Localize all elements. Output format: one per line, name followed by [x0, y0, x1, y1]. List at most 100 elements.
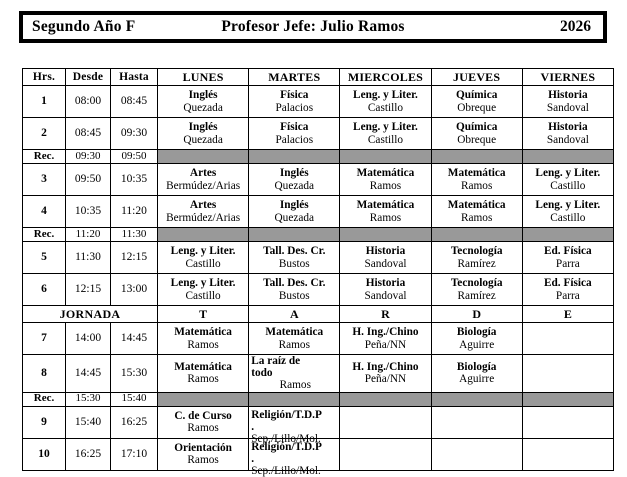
lesson-cell[interactable]: Orientación Ramos	[156, 437, 250, 471]
recess-block	[430, 149, 523, 164]
teacher-name: Peña/NN	[364, 338, 407, 351]
lesson-cell[interactable]: La raíz de todo Ramos	[248, 354, 341, 393]
recess-block	[521, 391, 614, 407]
lesson-cell[interactable]: Química Obreque	[430, 85, 523, 118]
lesson-cell[interactable]: Inglés Quezada	[156, 117, 250, 150]
teacher-name: Castillo	[185, 257, 221, 270]
lesson-cell[interactable]: Matemática Ramos	[339, 163, 432, 196]
lesson-number: 6	[22, 273, 66, 306]
lesson-cell[interactable]: Religión/T.D.P. Sep./Lillo/Mol.	[248, 405, 341, 445]
subject-name: Leng. y Liter.	[353, 121, 418, 134]
lesson-cell[interactable]: Tall. Des. Cr. Bustos	[248, 241, 341, 274]
recess-label: Rec.	[22, 149, 66, 164]
subject-name: Tall. Des. Cr.	[263, 245, 326, 258]
lesson-number: 10	[22, 437, 66, 471]
col-header-lunes: LUNES	[156, 68, 250, 86]
lesson-time-from: 12:15	[65, 273, 111, 306]
subject-name: Historia	[365, 277, 406, 290]
lesson-cell[interactable]: Matemática Ramos	[248, 322, 341, 355]
teacher-name: Ramos	[460, 211, 493, 224]
lesson-time-to: 09:30	[110, 117, 158, 150]
lesson-cell[interactable]	[521, 437, 614, 471]
lesson-cell[interactable]: Artes Bermúdez/Arias	[156, 163, 250, 196]
lesson-time-to: 15:30	[110, 354, 158, 393]
lesson-cell[interactable]	[339, 405, 432, 439]
lesson-cell[interactable]: Matemática Ramos	[156, 354, 250, 393]
lesson-cell[interactable]: C. de Curso Ramos	[156, 405, 250, 439]
lesson-cell[interactable]: H. Ing./Chino Peña/NN	[339, 354, 432, 393]
teacher-name: Ramírez	[457, 289, 496, 302]
lesson-cell[interactable]: Leng. y Liter. Castillo	[521, 163, 614, 196]
teacher-name: Sep./Lillo/Mol.	[251, 464, 321, 477]
lesson-cell[interactable]: Matemática Ramos	[430, 195, 523, 228]
lesson-cell[interactable]: Física Palacios	[248, 85, 341, 118]
lesson-cell[interactable]: Tecnología Ramírez	[430, 241, 523, 274]
lesson-cell[interactable]: Historia Sandoval	[521, 117, 614, 150]
lesson-row: 7 14:00 14:45 Matemática Ramos Matemática Ramo…	[22, 322, 614, 355]
lesson-cell[interactable]: Leng. y Liter. Castillo	[521, 195, 614, 228]
lesson-time-from: 10:35	[65, 195, 111, 228]
lesson-cell[interactable]: Tecnología Ramírez	[430, 273, 523, 306]
lesson-cell[interactable]: Química Obreque	[430, 117, 523, 150]
lesson-cell[interactable]: Leng. y Liter. Castillo	[339, 85, 432, 118]
lesson-cell[interactable]: Leng. y Liter. Castillo	[339, 117, 432, 150]
subject-name: Leng. y Liter.	[353, 89, 418, 102]
recess-time-to: 09:50	[110, 149, 158, 164]
lesson-cell[interactable]: Artes Bermúdez/Arias	[156, 195, 250, 228]
lesson-cell[interactable]: Ed. Física Parra	[521, 273, 614, 306]
recess-row: Rec. 11:20 11:30	[22, 227, 614, 242]
lesson-cell[interactable]: Ed. Física Parra	[521, 241, 614, 274]
jornada-row: JORNADA T A R D E	[22, 305, 614, 323]
lesson-cell[interactable]: Inglés Quezada	[248, 195, 341, 228]
lesson-cell[interactable]: Biología Aguirre	[430, 322, 523, 355]
teacher-name: Bustos	[278, 257, 310, 270]
lesson-cell[interactable]	[521, 354, 614, 393]
teacher-name: Parra	[555, 289, 580, 302]
lesson-cell[interactable]	[521, 405, 614, 439]
lesson-cell[interactable]: Leng. y Liter. Castillo	[156, 241, 250, 274]
teacher-name: Bermúdez/Arias	[166, 211, 241, 224]
lesson-cell[interactable]: Matemática Ramos	[430, 163, 523, 196]
subject-name: Tecnología	[450, 277, 503, 290]
lesson-cell[interactable]: Leng. y Liter. Castillo	[156, 273, 250, 306]
recess-time-to: 15:40	[110, 391, 158, 407]
subject-name: Matemática	[447, 199, 506, 212]
subject-name: H. Ing./Chino	[352, 326, 419, 339]
timetable: Hrs. Desde Hasta LUNES MARTES MIERCOLES …	[22, 68, 614, 477]
teacher-name: Ramos	[279, 379, 311, 392]
lesson-cell[interactable]: Historia Sandoval	[339, 241, 432, 274]
recess-label: Rec.	[22, 227, 66, 242]
lesson-cell[interactable]: Biología Aguirre	[430, 354, 523, 393]
lesson-cell[interactable]	[430, 405, 523, 439]
lesson-time-to: 17:10	[110, 437, 158, 471]
lesson-cell[interactable]: Tall. Des. Cr. Bustos	[248, 273, 341, 306]
lesson-cell[interactable]: Historia Sandoval	[521, 85, 614, 118]
lesson-number: 8	[22, 354, 66, 393]
lesson-time-to: 08:45	[110, 85, 158, 118]
subject-name: Religión/T.D.P	[251, 408, 322, 421]
recess-block	[430, 227, 523, 242]
lesson-time-from: 14:00	[65, 322, 111, 355]
teacher-name: Quezada	[183, 101, 223, 114]
subject-name: Matemática	[265, 326, 324, 339]
lesson-cell[interactable]: H. Ing./Chino Peña/NN	[339, 322, 432, 355]
teacher-name: Ramos	[187, 422, 219, 435]
teacher-name: Castillo	[367, 133, 404, 146]
subject-name: Artes	[189, 167, 217, 180]
lesson-cell[interactable]: Inglés Quezada	[248, 163, 341, 196]
lesson-cell[interactable]: Matemática Ramos	[339, 195, 432, 228]
lesson-cell[interactable]: Inglés Quezada	[156, 85, 250, 118]
teacher-name: Castillo	[550, 179, 586, 192]
col-header-jueves: JUEVES	[430, 68, 523, 86]
lesson-cell[interactable]: Matemática Ramos	[156, 322, 250, 355]
subject-name: Inglés	[279, 199, 309, 212]
recess-time-from: 15:30	[65, 391, 111, 407]
lesson-cell[interactable]: Religión/T.D.P. Sep./Lillo/Mol.	[248, 437, 341, 477]
lesson-cell[interactable]	[521, 322, 614, 355]
recess-block	[521, 227, 614, 242]
lesson-cell[interactable]: Historia Sandoval	[339, 273, 432, 306]
timetable-body: 1 08:00 08:45 Inglés Quezada Física Palacios Le…	[22, 85, 614, 477]
lesson-number: 9	[22, 405, 66, 439]
lesson-cell[interactable]: Física Palacios	[248, 117, 341, 150]
lesson-cell[interactable]	[430, 437, 523, 471]
